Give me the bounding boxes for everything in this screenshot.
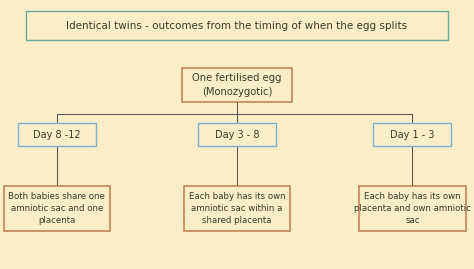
FancyBboxPatch shape (184, 186, 290, 231)
Text: Both babies share one
amniotic sac and one
placenta: Both babies share one amniotic sac and o… (9, 192, 105, 225)
Text: Day 8 -12: Day 8 -12 (33, 129, 81, 140)
Text: Identical twins - outcomes from the timing of when the egg splits: Identical twins - outcomes from the timi… (66, 20, 408, 31)
FancyBboxPatch shape (3, 186, 110, 231)
FancyBboxPatch shape (182, 68, 292, 101)
FancyBboxPatch shape (26, 12, 448, 40)
Text: Each baby has its own
amniotic sac within a
shared placenta: Each baby has its own amniotic sac withi… (189, 192, 285, 225)
Text: Day 1 - 3: Day 1 - 3 (390, 129, 435, 140)
Text: Day 3 - 8: Day 3 - 8 (215, 129, 259, 140)
Text: One fertilised egg
(Monozygotic): One fertilised egg (Monozygotic) (192, 73, 282, 97)
FancyBboxPatch shape (198, 123, 276, 146)
FancyBboxPatch shape (373, 123, 451, 146)
FancyBboxPatch shape (18, 123, 96, 146)
Text: Each baby has its own
placenta and own amniotic
sac: Each baby has its own placenta and own a… (354, 192, 471, 225)
FancyBboxPatch shape (359, 186, 465, 231)
